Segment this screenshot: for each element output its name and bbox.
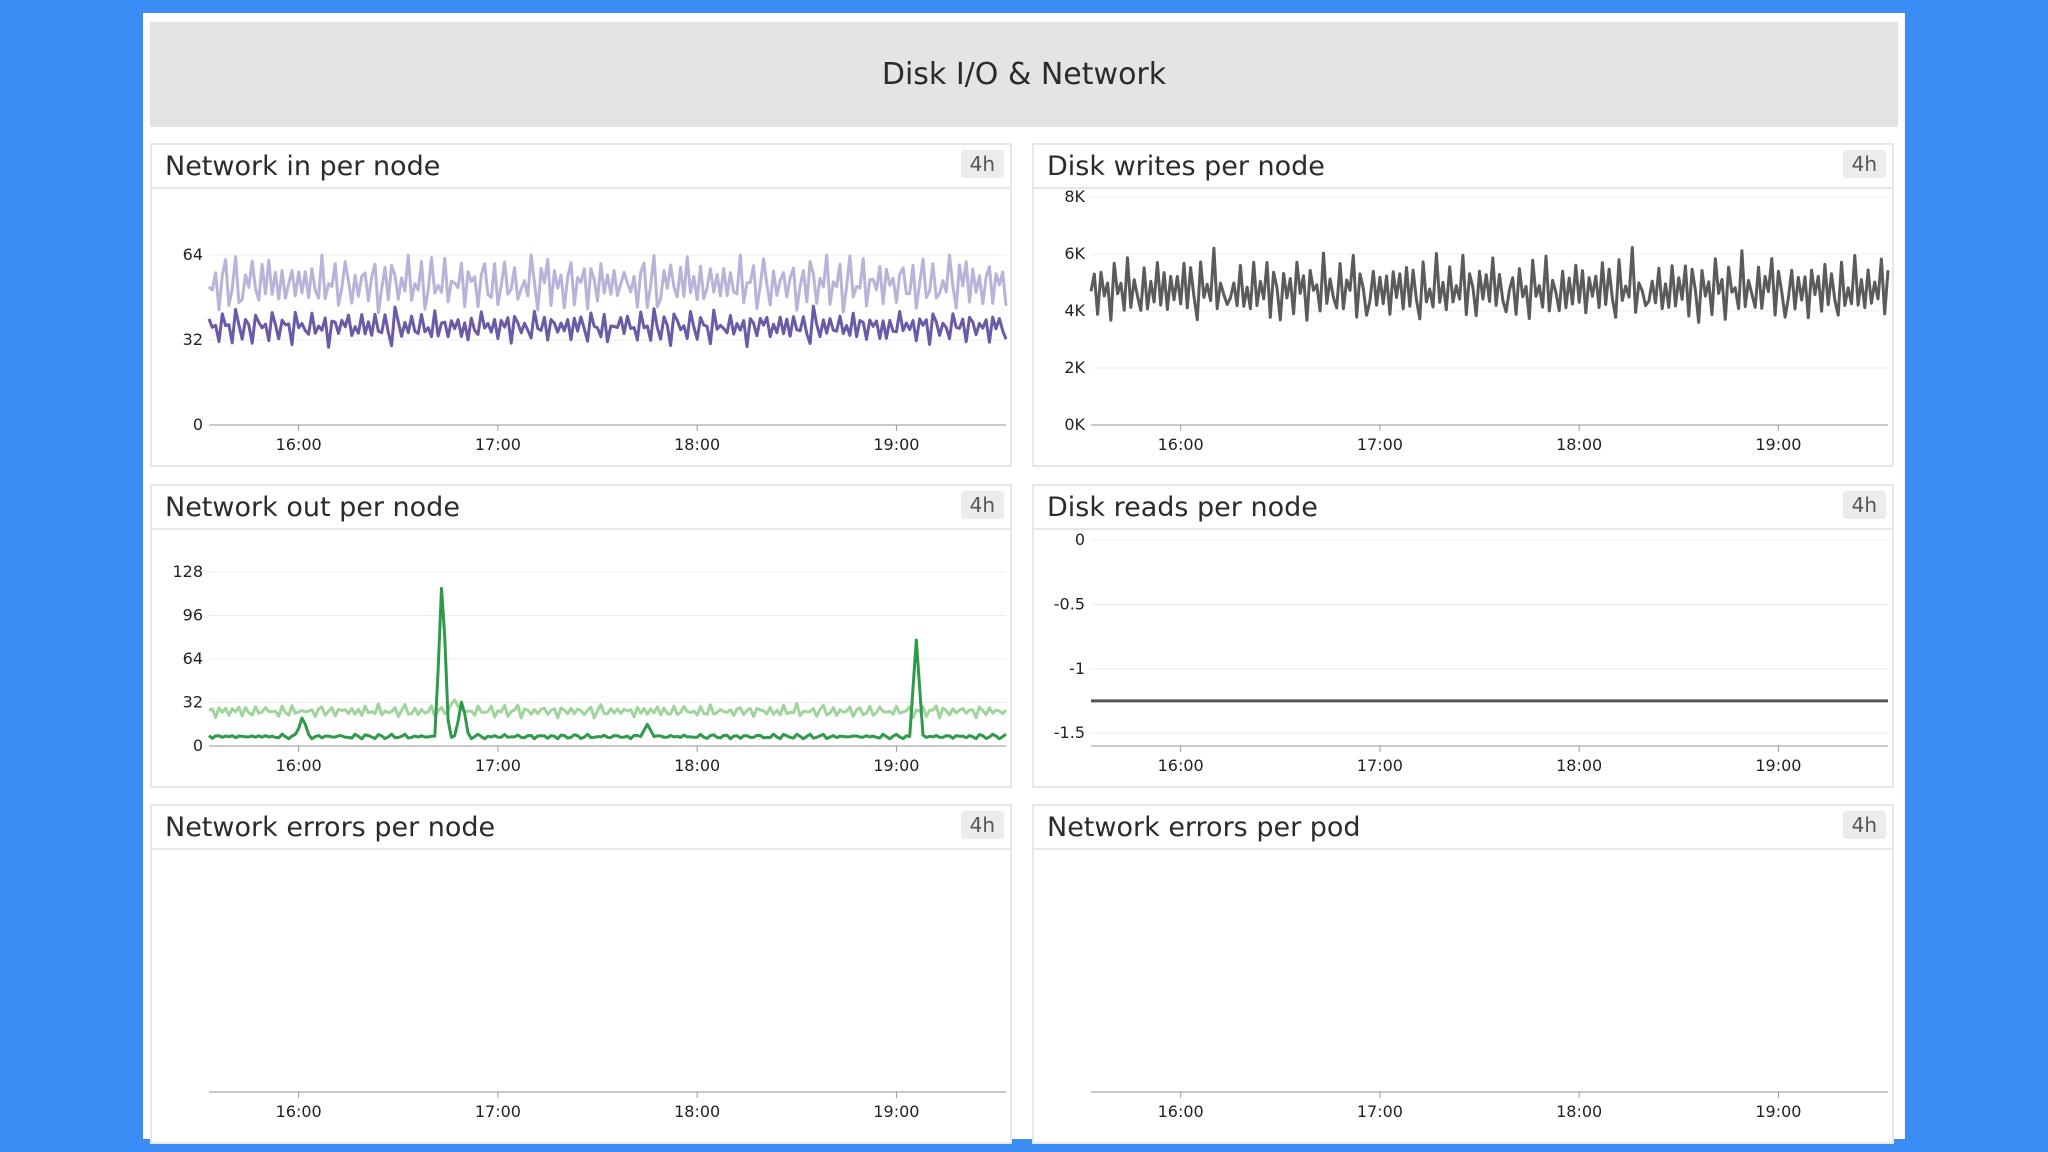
widget-network-out: Network out per node 4h 0 32 64 96 128 16:00 1… [150,484,1012,788]
title-divider [1034,848,1892,850]
y-tick-label: 6K [1064,244,1085,263]
time-range-badge[interactable]: 4h [960,150,1004,178]
chart-disk-reads: -1.5 -1 -0.5 0 16:00 17:00 18:00 19:00 [1054,530,1888,775]
widget-title: Disk writes per node [1047,151,1325,182]
x-tick-label: 18:00 [1556,1102,1602,1121]
y-tick-label: 0 [193,736,203,755]
x-tick-label: 18:00 [1556,435,1602,454]
x-tick-label: 19:00 [1755,1102,1801,1121]
widget-title: Disk reads per node [1047,492,1318,523]
x-tick-label: 18:00 [674,435,720,454]
series-line [1089,246,1890,324]
y-tick-label: 0 [193,415,203,434]
x-tick-label: 16:00 [276,756,322,775]
chart-network-errors-node: 16:00 17:00 18:00 19:00 [209,1091,1006,1121]
x-tick-label: 16:00 [1158,435,1204,454]
y-tick-label: 2K [1064,358,1085,377]
widget-title: Network out per node [165,492,460,523]
time-range-badge[interactable]: 4h [960,811,1004,839]
y-tick-label: 64 [183,649,203,668]
y-tick-label: 0 [1075,530,1085,549]
dashboard-board: Disk I/O & Network Network in per node 4… [143,13,1905,1144]
title-divider [152,528,1010,530]
y-tick-label: 96 [183,606,203,625]
y-tick-label: -1.5 [1054,723,1085,742]
title-divider [152,187,1010,189]
x-tick-label: 16:00 [276,435,322,454]
time-range-badge[interactable]: 4h [1842,150,1886,178]
y-tick-label: 32 [183,330,203,349]
x-tick-label: 16:00 [1158,1102,1204,1121]
time-range-badge[interactable]: 4h [1842,811,1886,839]
y-tick-label: 8K [1064,187,1085,206]
widget-disk-reads: Disk reads per node 4h -1.5 -1 -0.5 0 16:00 1… [1032,484,1894,788]
x-tick-label: 18:00 [1556,756,1602,775]
x-tick-label: 19:00 [1755,756,1801,775]
y-tick-label: 64 [183,245,203,264]
x-tick-label: 17:00 [475,1102,521,1121]
x-tick-label: 17:00 [475,435,521,454]
title-divider [152,848,1010,850]
x-tick-label: 17:00 [1357,756,1403,775]
widget-disk-writes: Disk writes per node 4h 0K 2K 4K 6K 8K 16:00 1… [1032,143,1894,467]
y-tick-label: 128 [172,562,203,581]
y-tick-label: -1 [1069,659,1085,678]
x-tick-label: 19:00 [873,1102,919,1121]
x-tick-label: 16:00 [1158,756,1204,775]
chart-disk-writes: 0K 2K 4K 6K 8K 16:00 17:00 18:00 19:00 [1064,187,1890,454]
widget-network-in: Network in per node 4h 0 32 64 16:00 17:00 18… [150,143,1012,467]
time-range-badge[interactable]: 4h [960,491,1004,519]
series-line [207,253,1008,315]
group-title: Disk I/O & Network [881,57,1167,92]
widget-network-errors-pod: Network errors per pod 4h 16:00 17:00 18:0… [1032,804,1894,1144]
x-tick-label: 18:00 [674,1102,720,1121]
chart-network-errors-pod: 16:00 17:00 18:00 19:00 [1091,1091,1888,1121]
series-line [208,586,1007,741]
x-tick-label: 17:00 [1357,1102,1403,1121]
x-tick-label: 19:00 [1755,435,1801,454]
x-tick-label: 16:00 [276,1102,322,1121]
y-tick-label: 0K [1064,415,1085,434]
x-tick-label: 19:00 [873,756,919,775]
x-tick-label: 17:00 [1357,435,1403,454]
y-tick-label: -0.5 [1054,594,1085,613]
chart-network-in: 0 32 64 16:00 17:00 18:00 19:00 [183,245,1008,454]
title-divider [1034,528,1892,530]
y-tick-label: 32 [183,693,203,712]
time-range-badge[interactable]: 4h [1842,491,1886,519]
widget-title: Network errors per pod [1047,812,1361,843]
x-tick-label: 17:00 [475,756,521,775]
y-tick-label: 4K [1064,301,1085,320]
widget-title: Network errors per node [165,812,496,843]
chart-network-out: 0 32 64 96 128 16:00 17:00 18:00 19:00 [172,562,1008,775]
x-tick-label: 19:00 [873,435,919,454]
group-header: Disk I/O & Network [150,22,1898,127]
widget-network-errors-node: Network errors per node 4h 16:00 17:00 18:… [150,804,1012,1144]
series-line [207,304,1008,349]
widget-title: Network in per node [165,151,441,182]
title-divider [1034,187,1892,189]
x-tick-label: 18:00 [674,756,720,775]
series-line [208,698,1008,720]
